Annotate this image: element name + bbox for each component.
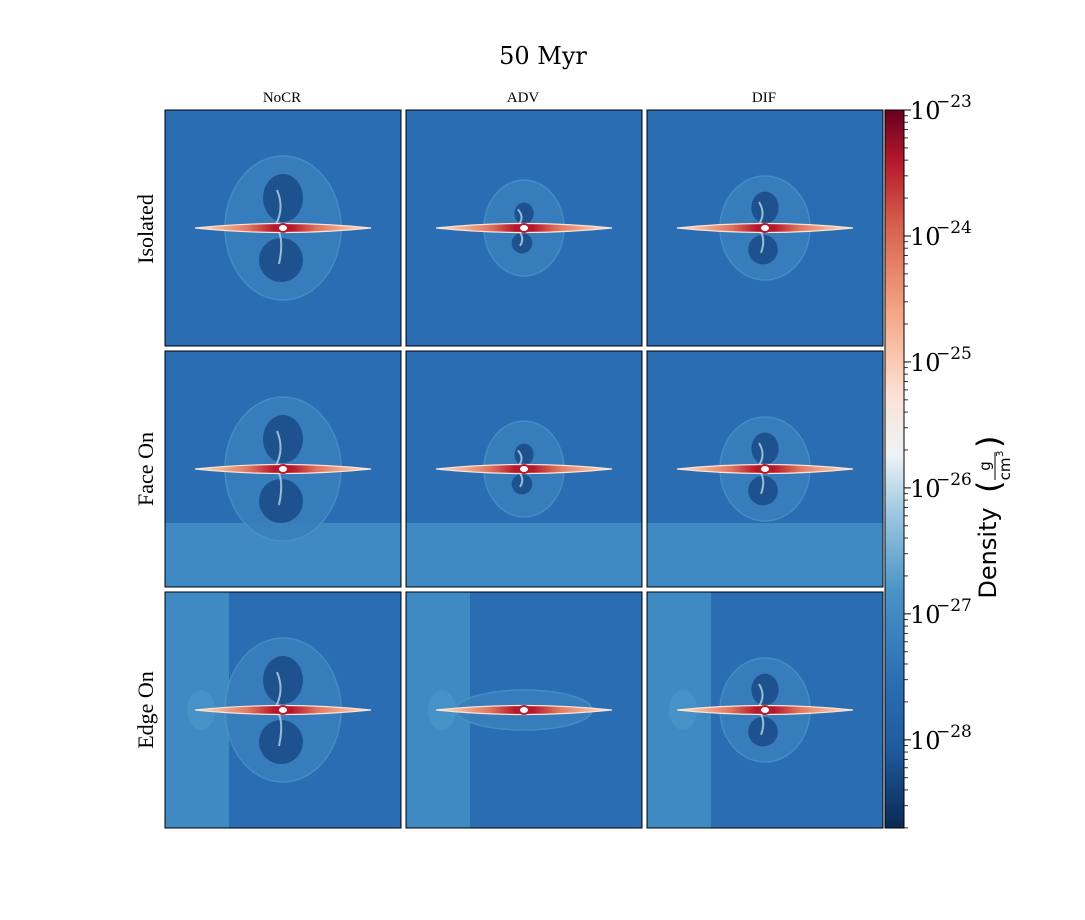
- panel-frame: [646, 350, 884, 588]
- panel-isolated-adv: [405, 109, 643, 347]
- colorbar-tick-label-5: 10: [910, 727, 941, 755]
- colorbar-unit-numerator: g: [976, 461, 994, 471]
- panel-isolated-nocr: [164, 109, 402, 347]
- colorbar-tick-exponent-2: −25: [936, 344, 972, 364]
- disk-center: [277, 464, 289, 474]
- colorbar-tick-label-2: 10: [910, 349, 941, 377]
- colorbar-unit-denominator: cm: [996, 458, 1014, 481]
- colorbar-tick-exponent-4: −27: [936, 596, 972, 616]
- panel-frame: [164, 350, 402, 588]
- row-label-face-on: Face On: [133, 432, 158, 506]
- lower-cavity: [259, 479, 303, 523]
- panel-frame: [164, 591, 402, 829]
- colorbar-tick-exponent-0: −23: [936, 92, 972, 112]
- panel-edge-on-adv: [405, 591, 643, 829]
- colorbar-unit-power: 3: [995, 451, 1006, 457]
- colorbar-label-text: Density: [974, 507, 1002, 598]
- panel-face-on-adv: [405, 350, 643, 588]
- panel-edge-on-nocr: [164, 591, 402, 829]
- panel-isolated-dif: [646, 109, 884, 347]
- colorbar-paren-right: ): [970, 436, 1008, 448]
- column-title-adv: ADV: [507, 90, 540, 106]
- panel-frame: [646, 109, 884, 347]
- panel-face-on-dif: [646, 350, 884, 588]
- panel-frame: [405, 591, 643, 829]
- disk-center: [759, 464, 771, 474]
- row-labels: Isolated Face On Edge On: [133, 194, 158, 749]
- colorbar-tick-label-3: 10: [910, 475, 941, 503]
- colorbar-tick-label-4: 10: [910, 601, 941, 629]
- colorbar-tick-label-0: 10: [910, 97, 941, 125]
- column-title-dif: DIF: [752, 90, 776, 106]
- upper-cavity: [263, 415, 303, 463]
- panel-frame: [164, 109, 402, 347]
- lower-cavity: [259, 238, 303, 282]
- colorbar-tick-exponent-5: −28: [936, 722, 972, 742]
- upper-cavity: [514, 443, 534, 466]
- upper-cavity: [751, 673, 779, 706]
- colorbar-tick-label-1: 10: [910, 223, 941, 251]
- upper-cavity: [514, 202, 534, 225]
- panel-grid: [164, 109, 884, 829]
- row-label-isolated: Isolated: [133, 194, 158, 264]
- column-title-nocr: NoCR: [263, 90, 301, 106]
- disk-center: [518, 705, 530, 715]
- upper-cavity: [751, 432, 779, 465]
- panel-frame: [646, 591, 884, 829]
- panel-face-on-nocr: [164, 350, 402, 588]
- wind-region: [406, 523, 642, 587]
- panel-frame: [405, 109, 643, 347]
- colorbar-tick-exponent-1: −24: [936, 218, 972, 238]
- upper-cavity: [263, 656, 303, 704]
- row-label-edge-on: Edge On: [133, 671, 158, 749]
- colorbar-paren-left: (: [970, 481, 1008, 493]
- colorbar-gradient: [884, 109, 905, 829]
- colorbar-tick-exponent-3: −26: [936, 470, 972, 490]
- disk-center: [518, 223, 530, 233]
- disk-center: [518, 464, 530, 474]
- disk-center: [277, 223, 289, 233]
- disk-center: [759, 223, 771, 233]
- column-titles: NoCR ADV DIF: [263, 90, 776, 106]
- wind-region: [647, 523, 883, 587]
- disk-center: [277, 705, 289, 715]
- colorbar-label: Density ( g cm 3 ): [970, 436, 1014, 599]
- panel-edge-on-dif: [646, 591, 884, 829]
- panel-frame: [405, 350, 643, 588]
- figure-title: 50 Myr: [499, 42, 587, 70]
- lower-cavity: [259, 720, 303, 764]
- upper-cavity: [751, 191, 779, 224]
- upper-cavity: [263, 174, 303, 222]
- disk-center: [759, 705, 771, 715]
